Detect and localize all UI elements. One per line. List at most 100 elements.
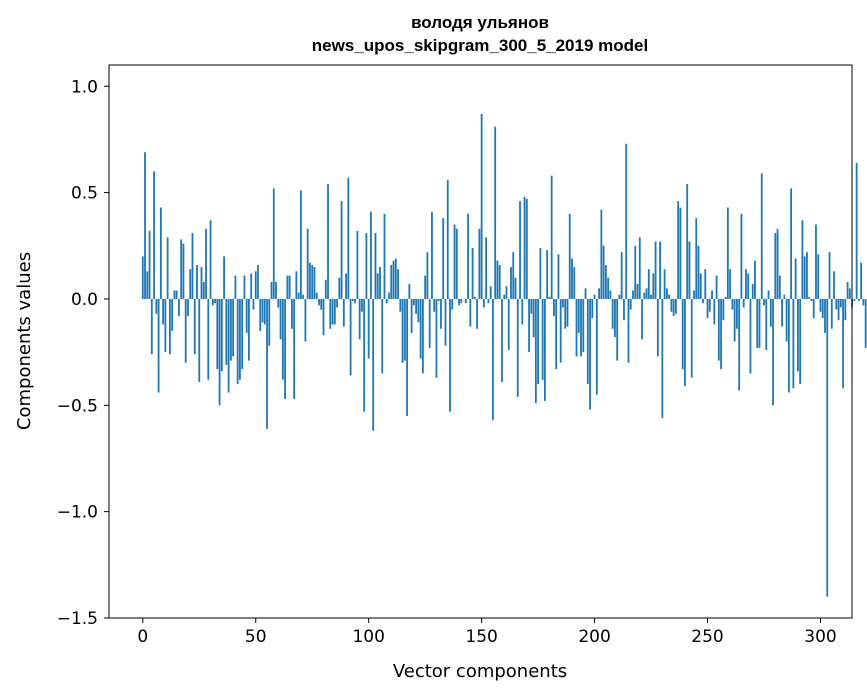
bar-279 [772,298,774,406]
chart-title-line1: володя ульянов [411,13,549,32]
bar-187 [564,298,567,329]
bar-130 [435,298,438,378]
bar-268 [747,273,750,299]
bar-83 [329,298,332,329]
bar-32 [214,298,216,304]
bar-315 [853,298,856,302]
bar-59 [275,281,277,299]
bar-295 [808,296,811,299]
bar-153 [487,298,490,304]
y-tick-label-2: 0.0 [71,290,98,310]
bar-249 [704,269,707,299]
bar-123 [419,298,422,359]
bar-284 [783,294,786,299]
bar-20 [187,298,189,316]
bar-143 [464,298,467,304]
bar-263 [736,298,738,329]
bar-285 [785,298,788,342]
bar-170 [525,199,528,299]
bar-50 [254,271,257,299]
bar-256 [720,298,722,370]
bar-189 [568,213,571,299]
bar-11 [166,237,169,299]
bar-63 [284,298,286,399]
bar-223 [645,288,648,299]
bar-166 [516,298,519,397]
bar-9 [162,298,165,325]
bar-147 [473,296,476,299]
bar-266 [742,298,745,308]
bar-196 [584,288,587,299]
bar-209 [614,298,616,338]
bar-122 [417,298,420,323]
bar-138 [453,224,456,299]
bar-94 [354,298,357,304]
bar-283 [781,298,783,327]
bar-158 [498,264,501,299]
bar-177 [541,298,544,380]
bar-188 [566,298,569,327]
bar-105 [379,267,381,299]
bar-175 [537,298,540,385]
bar-264 [738,298,741,391]
bar-42 [236,298,239,385]
bar-136 [449,298,451,412]
bar-103 [374,233,377,299]
bar-53 [261,298,264,323]
bar-180 [548,296,551,299]
bar-280 [774,233,777,299]
bar-95 [356,230,359,299]
bar-97 [361,298,363,312]
bar-160 [503,294,506,299]
bar-2 [146,271,149,299]
bar-208 [611,298,614,329]
bar-270 [751,284,754,299]
bar-133 [442,218,445,299]
bar-303 [826,298,829,597]
bar-26 [200,267,203,299]
bar-169 [523,196,526,299]
bar-207 [609,290,612,299]
bar-226 [652,273,655,299]
bar-84 [331,298,334,325]
bar-171 [528,298,530,353]
bar-132 [440,298,442,329]
bar-228 [656,298,659,357]
bar-86 [336,298,338,308]
bar-15 [175,290,178,299]
bar-109 [388,292,390,299]
bar-168 [521,298,524,325]
bar-240 [684,298,686,387]
bar-57 [270,281,273,299]
bar-146 [471,247,474,299]
bar-167 [519,201,521,299]
x-tick-label-100: 100 [352,627,384,647]
bar-152 [485,237,488,299]
bar-121 [415,298,418,314]
bar-119 [410,298,413,333]
bar-262 [733,298,736,342]
bar-114 [399,298,402,312]
bar-238 [679,207,682,299]
bar-278 [769,298,772,327]
bar-178 [543,298,546,402]
bar-117 [406,298,408,416]
bar-202 [598,288,601,299]
bar-193 [577,298,580,333]
bar-261 [731,298,734,310]
bar-124 [421,298,424,374]
bar-313 [848,288,851,299]
bar-282 [778,275,781,299]
x-tick-label-200: 200 [578,627,610,647]
bar-222 [643,292,646,299]
bar-252 [711,290,713,299]
bar-204 [602,245,605,299]
bar-320 [864,298,867,348]
bar-91 [347,177,350,299]
bar-145 [469,298,472,327]
plot-frame [108,64,853,619]
bar-110 [390,264,393,299]
bar-56 [268,298,271,346]
bar-281 [776,228,779,299]
bar-54 [263,298,266,325]
